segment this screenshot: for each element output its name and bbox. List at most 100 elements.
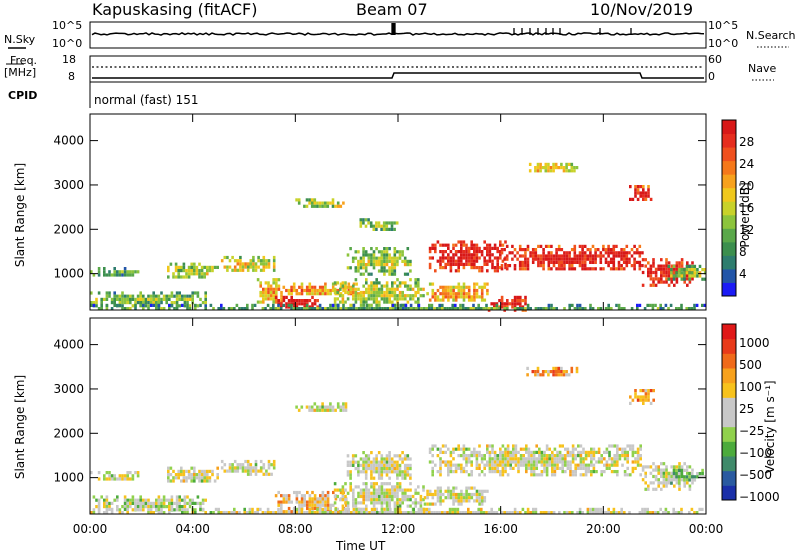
power-cell [470,256,473,260]
power-cell [342,307,345,311]
velocity-cell [574,466,577,470]
power-cell [357,287,360,291]
power-cell [591,257,595,261]
power-cell [667,270,671,275]
velocity-cell [557,373,561,377]
velocity-cell [285,497,288,501]
velocity-cell [272,466,276,470]
power-cell [567,169,571,173]
velocity-cell [279,511,283,515]
power-cell [346,297,350,301]
power-cell [182,262,186,266]
power-cell [285,295,288,299]
velocity-cell [105,477,109,481]
power-cell [441,250,445,254]
velocity-cell [499,454,502,458]
velocity-cell [475,489,479,493]
power-cell [480,307,483,311]
power-cell [670,274,673,278]
velocity-cell [313,500,317,504]
power-cell [382,227,386,231]
power-cell [236,262,240,266]
power-cell [609,248,613,252]
power-cell [147,301,150,305]
velocity-cell [647,484,650,488]
power-cell [262,262,266,266]
power-cell [409,307,413,311]
velocity-cell [582,463,585,467]
velocity-cell [297,408,301,412]
power-cell [581,260,584,264]
velocity-cell [465,470,468,474]
power-cell [609,267,613,271]
velocity-cell [581,511,584,515]
power-cell [342,303,345,307]
velocity-cell [613,444,616,448]
velocity-cell [414,498,417,502]
power-cell [630,264,634,268]
velocity-cell [231,469,234,473]
power-plot-bg [90,114,706,310]
power-cell [321,288,325,293]
power-cell [352,307,356,311]
velocity-cell [560,370,563,374]
velocity-cell [647,465,650,469]
power-cell [414,290,417,295]
power-cell [470,295,474,299]
power-cell [194,307,197,311]
power-cell [675,280,679,284]
power-cell [259,268,263,272]
velocity-cell [347,511,350,515]
velocity-cell [334,497,338,501]
power-cell [155,294,158,298]
velocity-cell [649,471,653,475]
velocity-cell [579,473,583,477]
power-cell [457,295,461,299]
velocity-cell [642,398,645,402]
velocity-cell [426,502,429,506]
power-cell [452,295,455,299]
velocity-cell [579,460,583,464]
velocity-cell [621,450,624,454]
velocity-cell [547,370,550,374]
power-cell [359,272,363,276]
power-cell [452,243,455,247]
velocity-cell [541,370,545,374]
velocity-cell [688,487,692,491]
power-cell [180,269,183,273]
velocity-cell [183,501,187,505]
velocity-cell [370,467,373,471]
velocity-cell [548,460,551,464]
power-cell [542,248,545,252]
power-cell [536,166,540,170]
power-cell [398,253,402,257]
velocity-cell [652,389,655,393]
velocity-cell [246,511,249,515]
power-cell [620,257,623,261]
power-cell [447,259,450,263]
velocity-cell [110,474,114,478]
velocity-cell [203,473,206,477]
power-cell [108,294,111,298]
power-cell [344,281,347,285]
power-cell [539,162,542,166]
velocity-cell [175,501,179,505]
velocity-cell [457,444,460,448]
power-cell [396,263,399,267]
power-cell [519,295,522,299]
velocity-cell [324,497,327,501]
velocity-cell [439,473,442,477]
velocity-cell [391,494,394,499]
velocity-cell [341,507,345,511]
velocity-cell [582,457,585,461]
velocity-cell [306,503,309,507]
velocity-cell [295,507,298,511]
power-cell [193,272,196,276]
power-cell [539,244,543,248]
velocity-cell [118,477,122,481]
velocity-cell [480,457,484,461]
velocity-cell [552,366,555,370]
power-cell [617,267,621,271]
velocity-cell [277,507,280,511]
power-cell [372,297,376,301]
